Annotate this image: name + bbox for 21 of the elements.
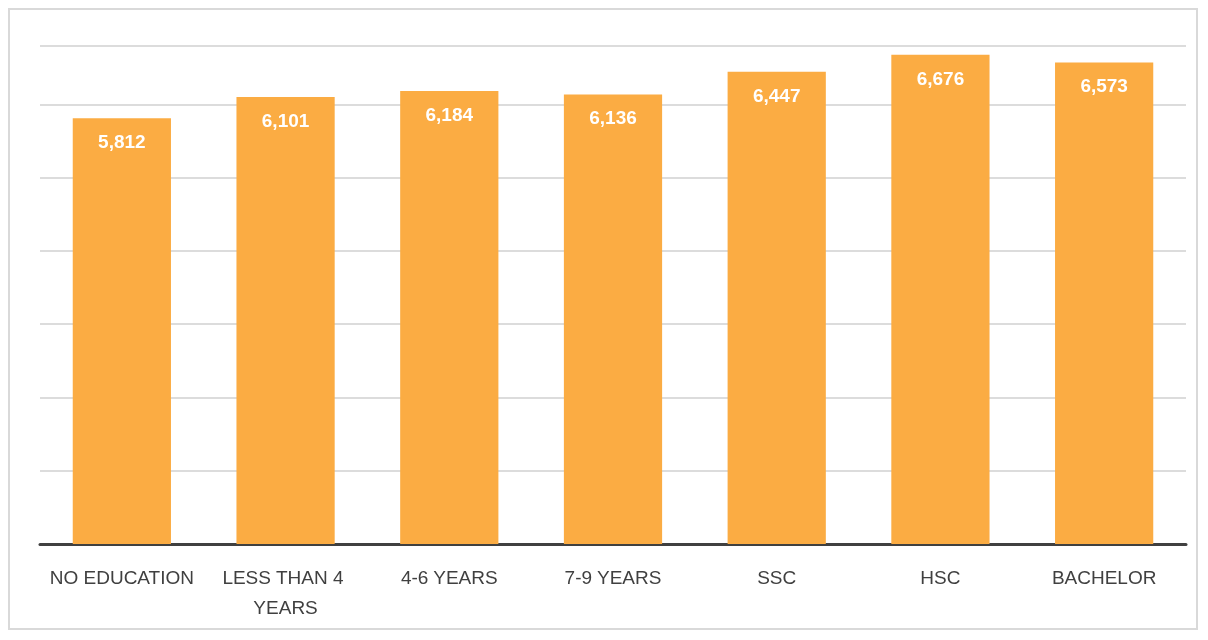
x-tick-label: 4-6 YEARS: [400, 566, 498, 588]
x-tick-label: LESS THAN 4 YEARS: [222, 566, 349, 618]
data-label: 6,136: [589, 107, 637, 129]
x-tick-label: SSC: [757, 566, 797, 588]
data-label: 6,676: [916, 67, 965, 89]
bar: [72, 118, 171, 544]
x-tick-label: BACHELOR: [1051, 566, 1157, 588]
data-label: 6,184: [425, 103, 474, 125]
data-label: 6,101: [261, 109, 310, 131]
data-label: 6,447: [752, 84, 801, 106]
bar: [891, 54, 990, 544]
bar: [236, 96, 335, 544]
bar: [1055, 62, 1154, 544]
bar: [400, 90, 499, 544]
bar: [727, 71, 826, 544]
data-label: 6,573: [1080, 75, 1128, 97]
x-tick-label: NO EDUCATION: [49, 566, 194, 588]
data-label: 5,812: [98, 131, 146, 153]
x-tick-label: HSC: [920, 566, 961, 588]
x-tick-label: 7-9 YEARS: [564, 566, 662, 588]
bar: [563, 94, 663, 544]
